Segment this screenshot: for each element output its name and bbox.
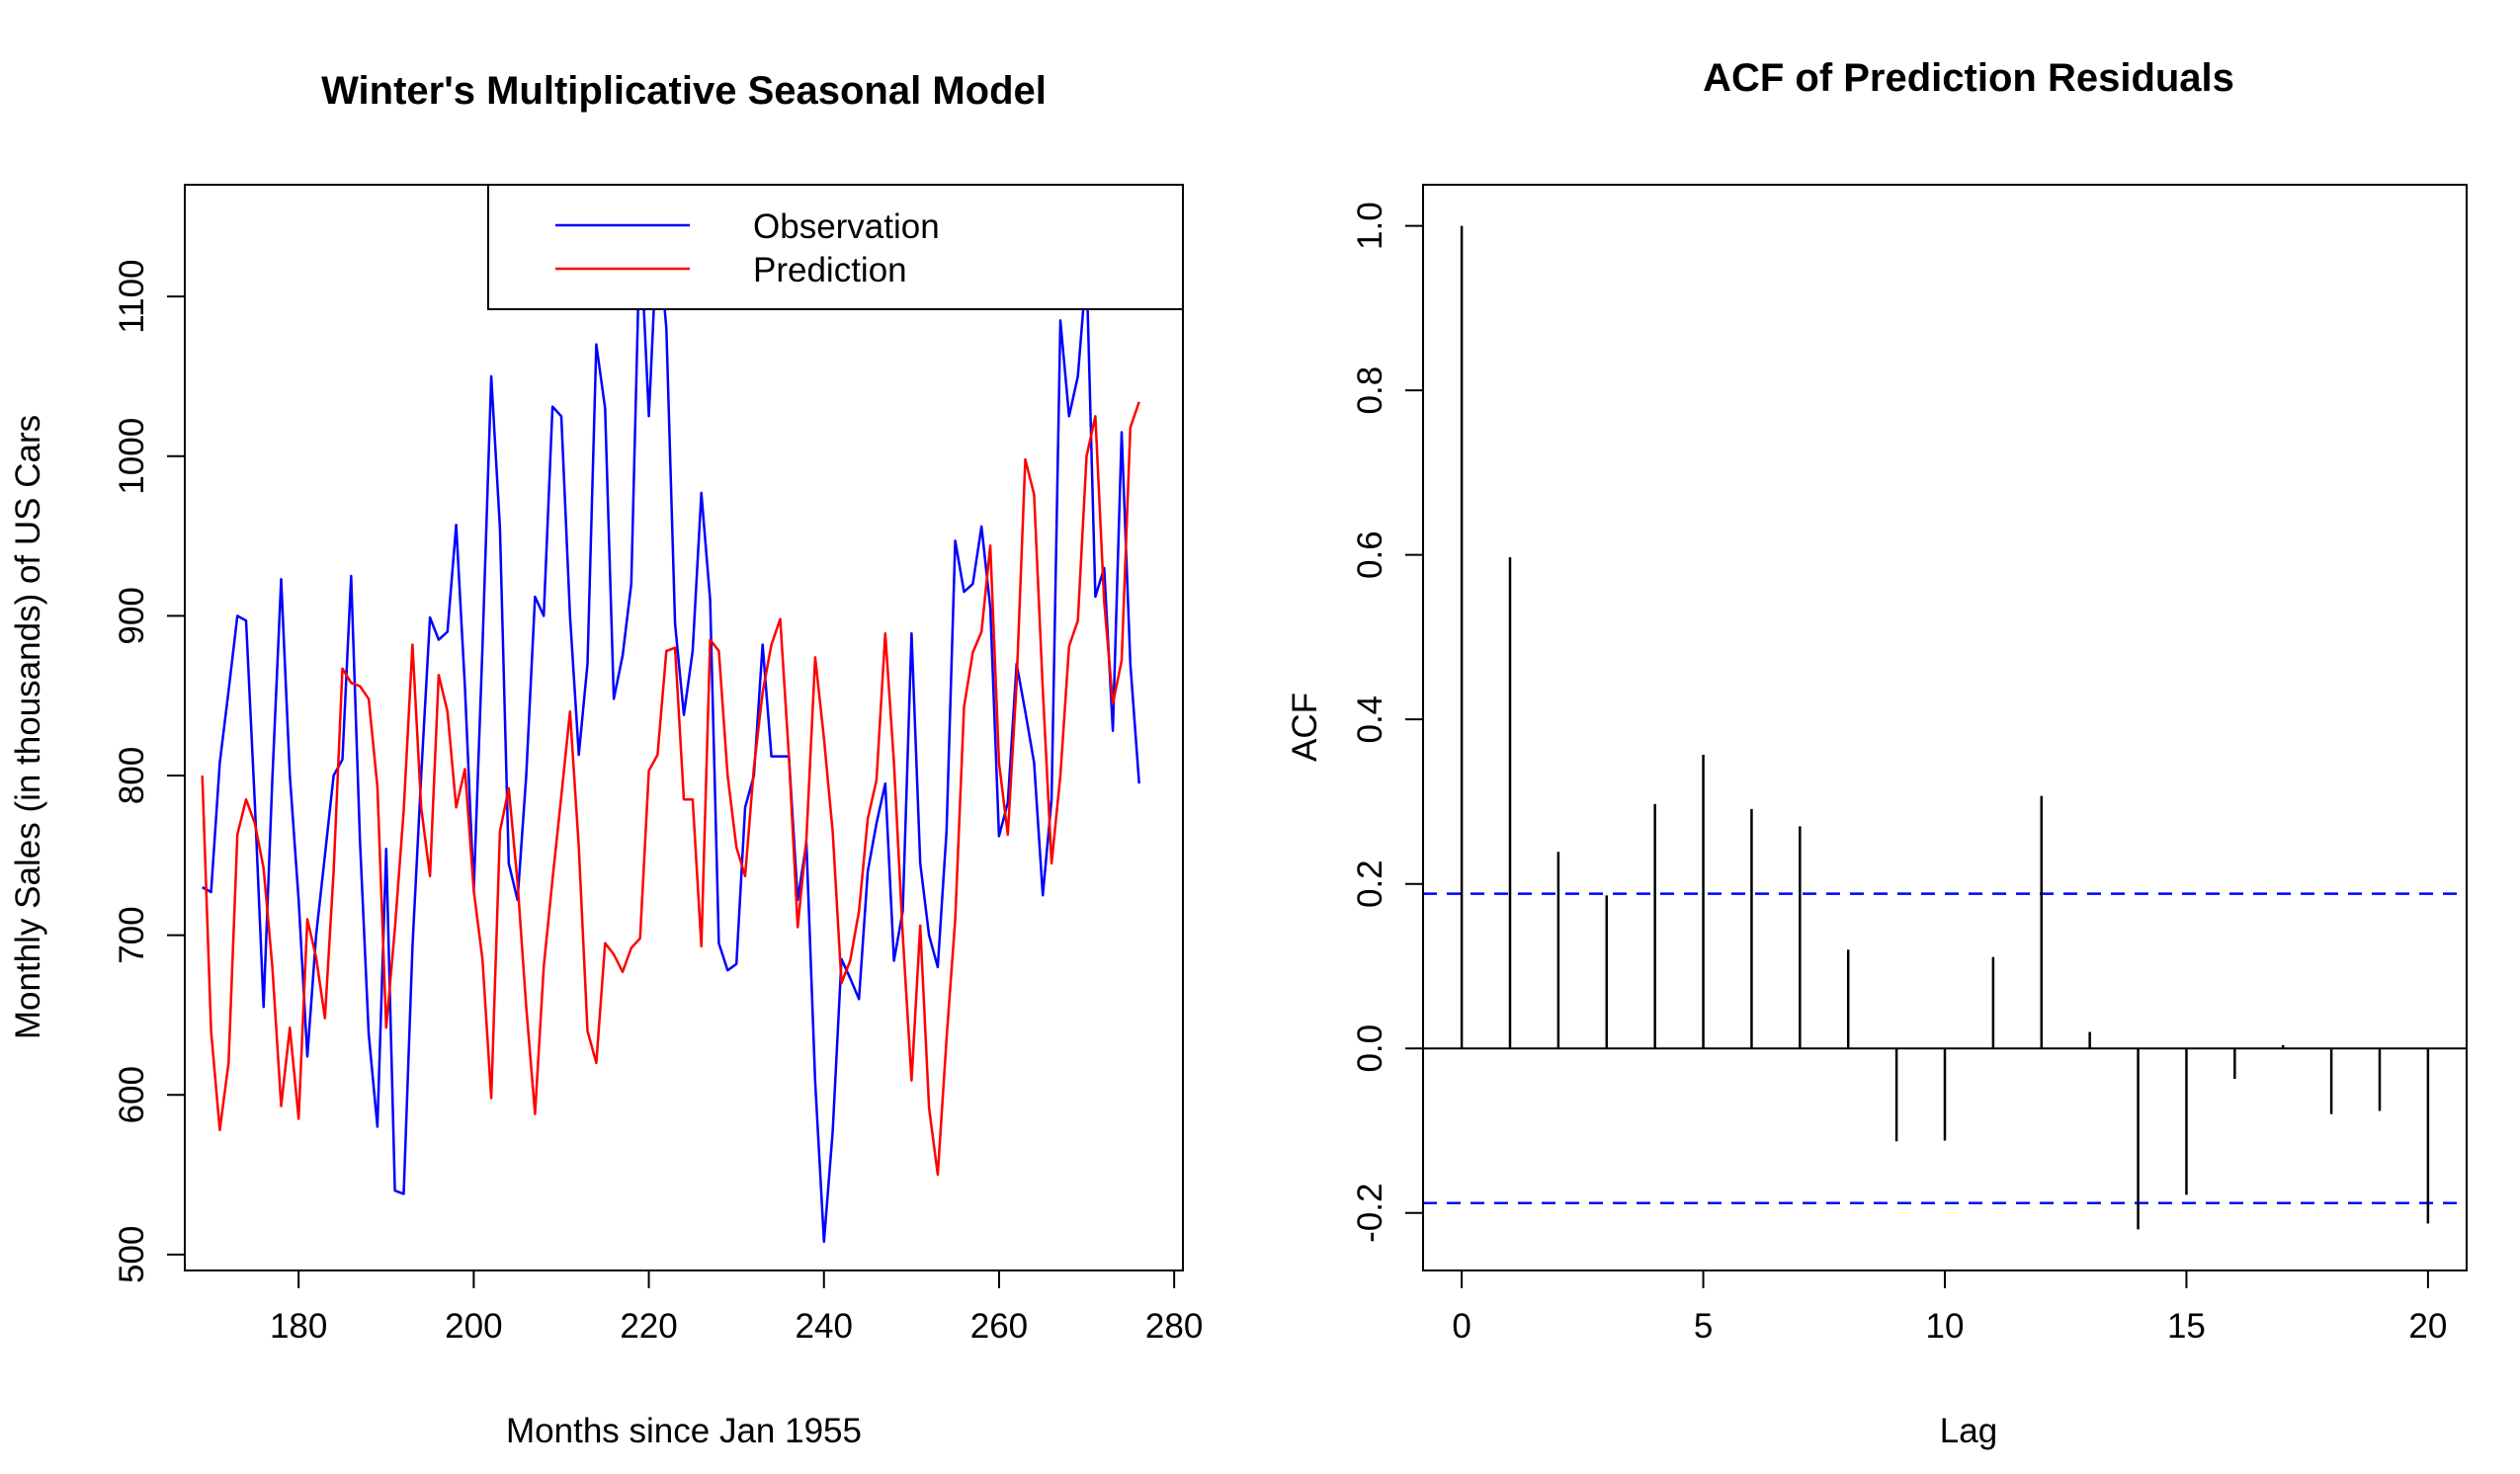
left-y-tick-label: 900 xyxy=(113,587,151,644)
right-y-tick-label: 0.6 xyxy=(1351,531,1389,579)
right-x-tick-label: 5 xyxy=(1694,1307,1713,1346)
right-y-tick-label: 0.2 xyxy=(1351,860,1389,908)
left-y-tick-label: 500 xyxy=(113,1226,151,1283)
right-y-axis: -0.2 0.0 0.2 0.4 0.6 0.8 1.0 xyxy=(1351,202,1424,1243)
left-series-layer xyxy=(201,226,1140,1244)
left-y-axis-label: Monthly Sales (in thousands) of US Cars xyxy=(9,415,47,1039)
left-chart-title: Winter's Multiplicative Seasonal Model xyxy=(321,69,1047,113)
left-panel: Winter's Multiplicative Seasonal Model 1… xyxy=(9,69,1203,1450)
left-x-tick-label: 200 xyxy=(445,1307,502,1346)
left-x-tick-label: 180 xyxy=(270,1307,327,1346)
left-y-tick-label: 700 xyxy=(113,906,151,963)
left-x-tick-label: 220 xyxy=(620,1307,677,1346)
right-x-axis: 0 5 10 15 20 xyxy=(1452,1269,2447,1346)
left-y-tick-label: 1100 xyxy=(113,259,151,333)
right-y-tick-label: 1.0 xyxy=(1351,202,1389,250)
left-y-tick-label: 800 xyxy=(113,747,151,804)
right-y-tick-label: -0.2 xyxy=(1351,1184,1389,1243)
legend: Observation Prediction xyxy=(487,184,1184,310)
right-chart-title: ACF of Prediction Residuals xyxy=(1703,56,2234,100)
legend-observation-label: Observation xyxy=(753,207,940,246)
right-x-tick-label: 0 xyxy=(1452,1307,1470,1346)
left-y-tick-label: 600 xyxy=(113,1066,151,1123)
observation-series-line xyxy=(202,226,1140,1244)
left-x-axis: 180 200 220 240 260 280 xyxy=(270,1269,1203,1346)
legend-box xyxy=(487,184,1184,310)
legend-prediction-label: Prediction xyxy=(753,251,907,289)
left-x-tick-label: 240 xyxy=(796,1307,853,1346)
right-x-tick-label: 20 xyxy=(2408,1307,2447,1346)
left-x-tick-label: 260 xyxy=(970,1307,1028,1346)
right-x-tick-label: 15 xyxy=(2167,1307,2206,1346)
right-y-tick-label: 0.8 xyxy=(1351,367,1389,415)
right-x-tick-label: 10 xyxy=(1926,1307,1965,1346)
right-y-tick-label: 0.0 xyxy=(1351,1024,1389,1073)
right-panel: ACF of Prediction Residuals 0 5 10 15 20 -0.… xyxy=(1286,56,2468,1450)
acf-bars-layer xyxy=(1423,225,2467,1230)
right-x-axis-label: Lag xyxy=(1940,1412,1997,1450)
left-y-axis: 500 600 700 800 900 1000 1100 xyxy=(113,259,186,1283)
right-y-axis-label: ACF xyxy=(1286,693,1324,762)
left-x-axis-label: Months since Jan 1955 xyxy=(506,1412,862,1450)
right-y-tick-label: 0.4 xyxy=(1351,696,1389,744)
prediction-series-line xyxy=(201,401,1140,1177)
left-x-tick-label: 280 xyxy=(1145,1307,1203,1346)
left-y-tick-label: 1000 xyxy=(113,418,151,495)
